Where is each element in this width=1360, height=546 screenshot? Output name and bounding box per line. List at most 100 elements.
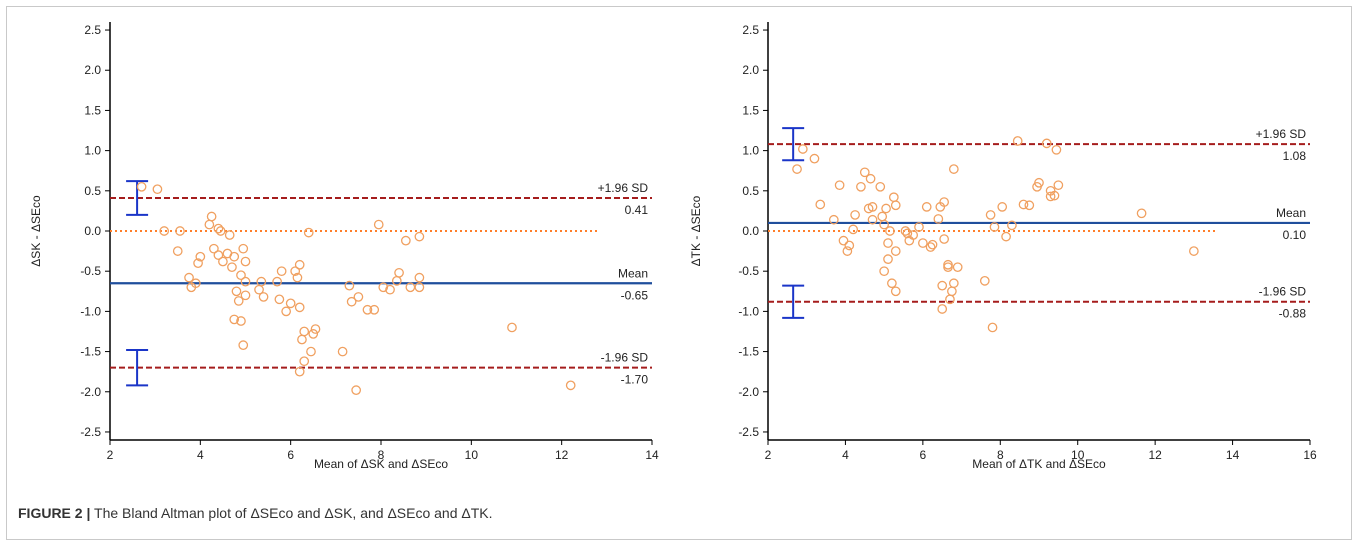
x-tick-label: 12 [1148,448,1162,462]
caption-text: The Bland Altman plot of ΔSEco and ΔSK, … [90,505,493,521]
y-tick-label: 1.0 [84,144,101,158]
ci-bar [126,348,149,387]
y-tick-label: -1.5 [738,345,759,359]
lower-limit-label: -1.96 SD [1259,285,1307,299]
y-tick-label: 1.0 [742,144,759,158]
y-tick-label: 0.0 [84,224,101,238]
data-point [229,251,240,262]
mean-label: Mean [1276,206,1306,220]
data-point [507,322,517,333]
data-point [948,278,959,289]
data-point [902,228,913,239]
data-point [879,219,889,230]
data-point [842,246,853,256]
y-tick-label: 1.5 [84,103,101,117]
data-point [306,346,316,357]
data-point [224,230,235,240]
data-point [204,219,215,230]
x-axis-label: Mean of ΔSK and ΔSEco [314,457,448,471]
data-point [238,340,249,350]
caption-label: FIGURE 2 | [18,505,91,521]
y-tick-label: -0.5 [738,264,759,278]
y-tick-label: 2.0 [84,63,101,77]
data-point [933,214,944,224]
data-point [414,282,425,293]
upper-limit-label: +1.96 SD [1256,127,1307,141]
x-axis-label: Mean of ΔTK and ΔSEco [972,457,1106,471]
y-tick-label: 0.0 [742,224,759,238]
data-point [565,380,576,391]
y-tick-label: -2.5 [80,425,101,439]
data-point [883,238,893,248]
x-tick-label: 10 [1071,448,1085,462]
data-point [921,202,932,212]
x-tick-label: 2 [107,448,114,462]
data-point [159,226,170,236]
data-point [925,242,936,252]
data-point [184,272,194,283]
data-point [238,243,249,254]
data-point [867,202,878,212]
y-tick-label: 0.5 [84,184,101,198]
data-point [414,231,425,242]
data-point [997,202,1008,212]
x-tick-label: 8 [997,448,1004,462]
data-point [947,286,957,297]
data-point [303,227,314,238]
data-point [890,200,901,211]
data-point [885,226,895,236]
data-point [856,181,866,192]
data-point [346,296,357,307]
data-point [792,164,802,174]
data-point [809,153,820,164]
data-point [385,284,395,295]
y-tick-label: -1.0 [738,304,759,318]
data-point [1024,200,1035,211]
x-tick-label: 12 [555,448,569,462]
data-point [172,246,183,256]
data-point [1051,144,1062,155]
mean-value: -0.65 [621,288,649,302]
data-point [797,144,808,154]
data-point [353,292,364,302]
x-tick-label: 2 [765,448,772,462]
data-point [414,272,425,283]
data-point [229,314,240,325]
data-point [299,356,310,367]
data-point [881,203,891,214]
data-point [175,226,185,236]
data-point [344,280,355,291]
data-point [362,304,373,315]
mean-value: 0.10 [1283,228,1307,242]
data-point [1045,191,1056,202]
data-point [290,266,301,277]
data-point [206,211,217,222]
data-point [394,267,404,278]
data-point [136,181,147,192]
data-point [859,167,870,178]
data-point [890,286,901,297]
data-point [218,256,228,267]
figure-caption: FIGURE 2 | The Bland Altman plot of ΔSEc… [18,505,493,521]
data-point [294,366,305,377]
lower-limit-value: -1.70 [621,373,649,387]
data-point [233,296,244,306]
data-point [337,346,348,357]
data-point [848,224,859,235]
data-point [989,222,1000,232]
data-point [937,280,948,291]
data-point [887,278,897,289]
data-point [294,259,305,270]
data-point [888,192,899,203]
data-point [369,304,380,315]
data-point [240,276,251,287]
data-point [400,235,411,246]
data-point [865,173,876,184]
lower-limit-value: -0.88 [1279,307,1307,321]
data-point [1007,220,1017,231]
data-point [883,254,893,264]
data-point [351,385,362,396]
data-point [373,219,384,230]
data-point [236,316,246,326]
